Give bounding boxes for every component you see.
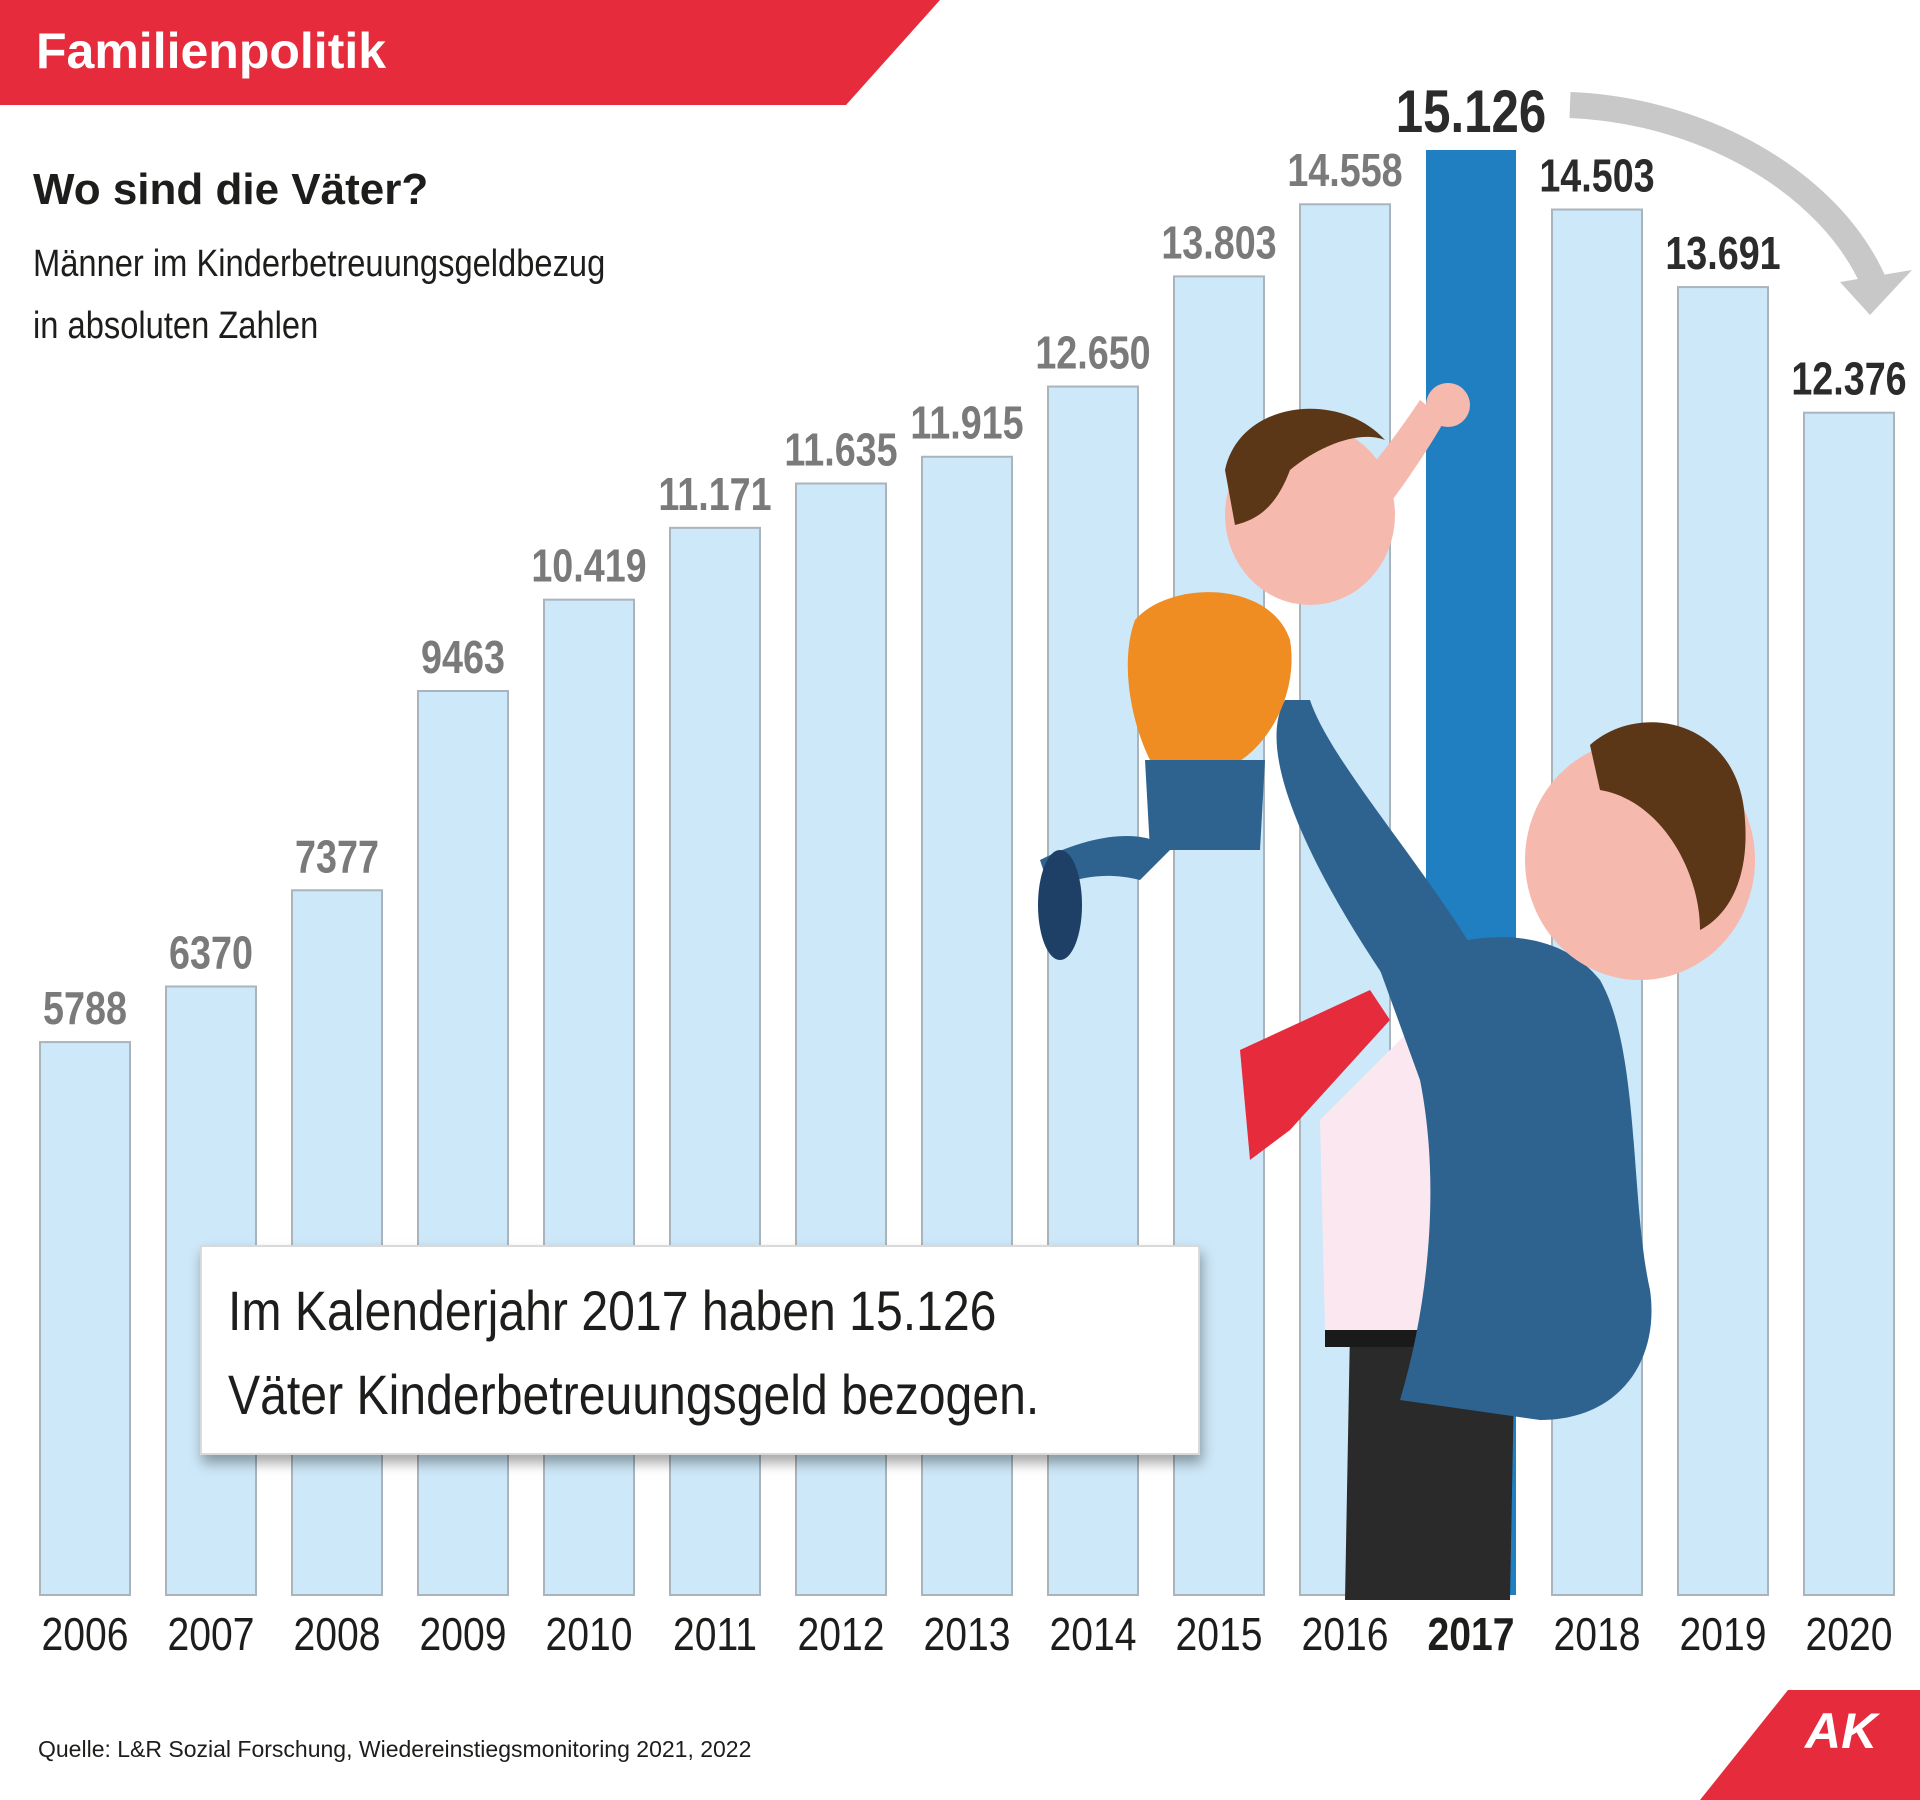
tick-label-2014: 2014 <box>1050 1609 1137 1661</box>
tick-label-2010: 2010 <box>546 1609 633 1661</box>
tick-label-2006: 2006 <box>42 1609 129 1661</box>
value-label-2007: 6370 <box>169 927 253 978</box>
source-note: Quelle: L&R Sozial Forschung, Wiedereins… <box>38 1736 752 1762</box>
value-label-2012: 11.635 <box>784 424 897 475</box>
father-lifting-child-illustration <box>1038 383 1755 1600</box>
category-label: Familienpolitik <box>36 23 387 79</box>
value-label-2017: 15.126 <box>1396 77 1546 145</box>
value-label-2006: 5788 <box>43 983 127 1034</box>
tick-label-2008: 2008 <box>294 1609 381 1661</box>
tick-label-2011: 2011 <box>673 1609 757 1661</box>
value-label-2015: 13.803 <box>1161 217 1276 268</box>
value-label-2014: 12.650 <box>1035 327 1150 378</box>
value-label-2009: 9463 <box>421 631 505 682</box>
decline-arrow-icon <box>1569 92 1887 291</box>
callout-box: Im Kalenderjahr 2017 haben 15.126 Väter … <box>200 1245 1200 1455</box>
chart-subtitle-line-2: in absoluten Zahlen <box>33 305 319 347</box>
value-label-2019: 13.691 <box>1665 228 1780 279</box>
value-label-2018: 14.503 <box>1539 150 1654 201</box>
tick-label-group: 2006 2007 2008 2009 2010 2011 2012 2013 2014 2015… <box>42 1609 1893 1661</box>
tick-label-2013: 2013 <box>924 1609 1011 1661</box>
bar-2009 <box>417 689 509 1596</box>
tick-label-2012: 2012 <box>798 1609 885 1661</box>
ak-logo-text: AK <box>1805 1703 1878 1759</box>
callout-line-2: Väter Kinderbetreuungsgeld bezogen. <box>228 1363 1040 1426</box>
value-label-2010: 10.419 <box>531 540 646 591</box>
bar-2006 <box>39 1041 131 1596</box>
value-label-2020: 12.376 <box>1791 353 1906 404</box>
callout-line-1: Im Kalenderjahr 2017 haben 15.126 <box>228 1279 997 1342</box>
value-label-2008: 7377 <box>295 831 379 882</box>
value-label-2011: 11.171 <box>658 468 771 519</box>
chart-subtitle: Männer im Kinderbetreuungsgeldbezug in a… <box>33 233 652 357</box>
value-label-2013: 11.915 <box>910 397 1023 448</box>
chart-title: Wo sind die Väter? <box>33 165 429 214</box>
tick-label-2020: 2020 <box>1806 1609 1893 1661</box>
tick-label-2009: 2009 <box>420 1609 507 1661</box>
category-banner <box>0 0 940 105</box>
tick-label-2018: 2018 <box>1554 1609 1641 1661</box>
decline-arrow-head-icon <box>1840 270 1912 315</box>
bar-2008 <box>291 889 383 1596</box>
tick-label-2019: 2019 <box>1680 1609 1767 1661</box>
bar-2020 <box>1803 411 1895 1596</box>
tick-label-2015: 2015 <box>1176 1609 1263 1661</box>
chart-subtitle-line-1: Männer im Kinderbetreuungsgeldbezug <box>33 243 606 285</box>
value-label-2016: 14.558 <box>1287 145 1402 196</box>
tick-label-2016: 2016 <box>1302 1609 1389 1661</box>
tick-label-2007: 2007 <box>168 1609 255 1661</box>
tick-label-2017: 2017 <box>1428 1609 1515 1661</box>
